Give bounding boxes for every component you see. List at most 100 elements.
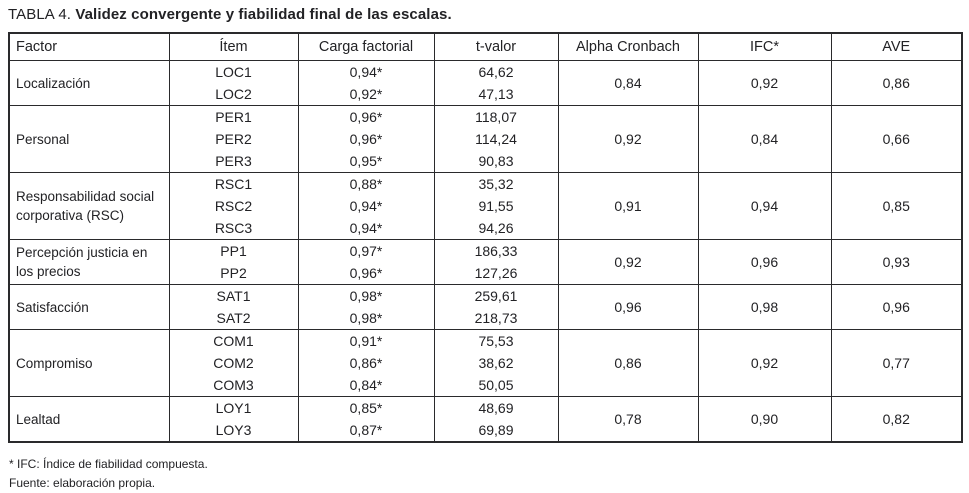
item-cell: PER1 (168, 105, 299, 128)
t-valor-cell: 91,55 (433, 195, 559, 217)
t-valor-cell: 50,05 (433, 374, 559, 397)
alpha-cell: 0,92 (557, 105, 699, 173)
carga-cell: 0,97* (297, 239, 435, 262)
ave-cell: 0,96 (830, 284, 963, 330)
footnote-source: Fuente: elaboración propia. (9, 476, 156, 490)
item-cell: RSC3 (168, 217, 299, 240)
ifc-cell: 0,84 (697, 105, 832, 173)
table-row: Localización LOC1 0,94* 64,62 0,84 0,92 … (8, 60, 963, 106)
ifc-cell: 0,94 (697, 172, 832, 240)
item-cell: SAT1 (168, 284, 299, 307)
alpha-cell: 0,91 (557, 172, 699, 240)
factor-cell: Responsabilidad social corporativa (RSC) (8, 172, 170, 240)
table-row: Compromiso COM1 0,91* 75,53 0,86 0,92 0,… (8, 329, 963, 397)
t-valor-cell: 94,26 (433, 217, 559, 240)
ifc-cell: 0,90 (697, 396, 832, 442)
t-valor-cell: 127,26 (433, 262, 559, 285)
alpha-cell: 0,86 (557, 329, 699, 397)
carga-cell: 0,94* (297, 60, 435, 83)
carga-cell: 0,96* (297, 105, 435, 128)
factor-cell: Localización (8, 60, 170, 106)
carga-cell: 0,88* (297, 172, 435, 195)
item-cell: PP1 (168, 239, 299, 262)
t-valor-cell: 90,83 (433, 150, 559, 173)
table-row: LOC2 0,92* 47,13 (9, 83, 962, 106)
column-header-t-valor: t-valor (433, 32, 559, 61)
carga-cell: 0,94* (297, 195, 435, 217)
table-row: PP2 0,96* 127,26 (9, 262, 962, 285)
item-cell: RSC2 (168, 195, 299, 217)
alpha-cell: 0,96 (557, 284, 699, 330)
item-cell: COM2 (168, 352, 299, 374)
factor-cell: Personal (8, 105, 170, 173)
t-valor-cell: 38,62 (433, 352, 559, 374)
table-row: Satisfacción SAT1 0,98* 259,61 0,96 0,98… (8, 284, 963, 330)
page-title: TABLA 4. Validez convergente y fiabilida… (8, 5, 961, 25)
item-cell: PER3 (168, 150, 299, 173)
item-cell: COM3 (168, 374, 299, 397)
carga-cell: 0,98* (297, 307, 435, 330)
ifc-cell: 0,92 (697, 60, 832, 106)
table-row: Personal PER1 0,96* 118,07 0,92 0,84 0,6… (8, 105, 963, 173)
factor-cell: Satisfacción (8, 284, 170, 330)
footnotes: * IFC: Índice de fiabilidad compuesta. F… (8, 455, 961, 493)
t-valor-cell: 69,89 (433, 419, 559, 442)
carga-cell: 0,94* (297, 217, 435, 240)
factor-cell: Lealtad (8, 396, 170, 442)
ave-cell: 0,85 (830, 172, 963, 240)
table-row: Responsabilidad social corporativa (RSC)… (8, 172, 963, 240)
t-valor-cell: 259,61 (433, 284, 559, 307)
ifc-cell: 0,98 (697, 284, 832, 330)
t-valor-cell: 75,53 (433, 329, 559, 352)
table-row: PER2 0,96* 114,24 (9, 128, 962, 150)
ave-cell: 0,86 (830, 60, 963, 106)
table-row: PER3 0,95* 90,83 (9, 150, 962, 173)
ifc-cell: 0,96 (697, 239, 832, 285)
t-valor-cell: 47,13 (433, 83, 559, 106)
item-cell: LOC1 (168, 60, 299, 83)
ave-cell: 0,66 (830, 105, 963, 173)
t-valor-cell: 48,69 (433, 396, 559, 419)
item-cell: PP2 (168, 262, 299, 285)
alpha-cell: 0,92 (557, 239, 699, 285)
table-row: RSC3 0,94* 94,26 (9, 217, 962, 240)
table-row: Lealtad LOY1 0,85* 48,69 0,78 0,90 0,82 (8, 396, 963, 442)
column-header-item: Ítem (168, 32, 299, 61)
table-row: COM3 0,84* 50,05 (9, 374, 962, 397)
column-header-ifc: IFC* (697, 32, 832, 61)
results-table: Factor Ítem Carga factorial t-valor Alph… (8, 32, 963, 443)
ifc-cell: 0,92 (697, 329, 832, 397)
carga-cell: 0,86* (297, 352, 435, 374)
table-row: LOY3 0,87* 69,89 (9, 419, 962, 442)
item-cell: LOY1 (168, 396, 299, 419)
column-header-carga-factorial: Carga factorial (297, 32, 435, 61)
column-header-alpha-cronbach: Alpha Cronbach (557, 32, 699, 61)
ave-cell: 0,82 (830, 396, 963, 442)
carga-cell: 0,95* (297, 150, 435, 173)
t-valor-cell: 118,07 (433, 105, 559, 128)
carga-cell: 0,98* (297, 284, 435, 307)
carga-cell: 0,84* (297, 374, 435, 397)
carga-cell: 0,91* (297, 329, 435, 352)
item-cell: RSC1 (168, 172, 299, 195)
item-cell: LOY3 (168, 419, 299, 442)
carga-cell: 0,96* (297, 128, 435, 150)
table-row: Percepción justicia en los precios PP1 0… (8, 239, 963, 285)
factor-cell: Percepción justicia en los precios (8, 239, 170, 285)
t-valor-cell: 64,62 (433, 60, 559, 83)
carga-cell: 0,85* (297, 396, 435, 419)
header-row: Factor Ítem Carga factorial t-valor Alph… (8, 32, 963, 61)
t-valor-cell: 114,24 (433, 128, 559, 150)
item-cell: LOC2 (168, 83, 299, 106)
t-valor-cell: 186,33 (433, 239, 559, 262)
item-cell: COM1 (168, 329, 299, 352)
ave-cell: 0,93 (830, 239, 963, 285)
ave-cell: 0,77 (830, 329, 963, 397)
carga-cell: 0,96* (297, 262, 435, 285)
table-number-label: TABLA 4. (8, 6, 72, 23)
t-valor-cell: 35,32 (433, 172, 559, 195)
carga-cell: 0,87* (297, 419, 435, 442)
t-valor-cell: 218,73 (433, 307, 559, 330)
table-title-text: Validez convergente y fiabilidad final d… (71, 6, 452, 23)
